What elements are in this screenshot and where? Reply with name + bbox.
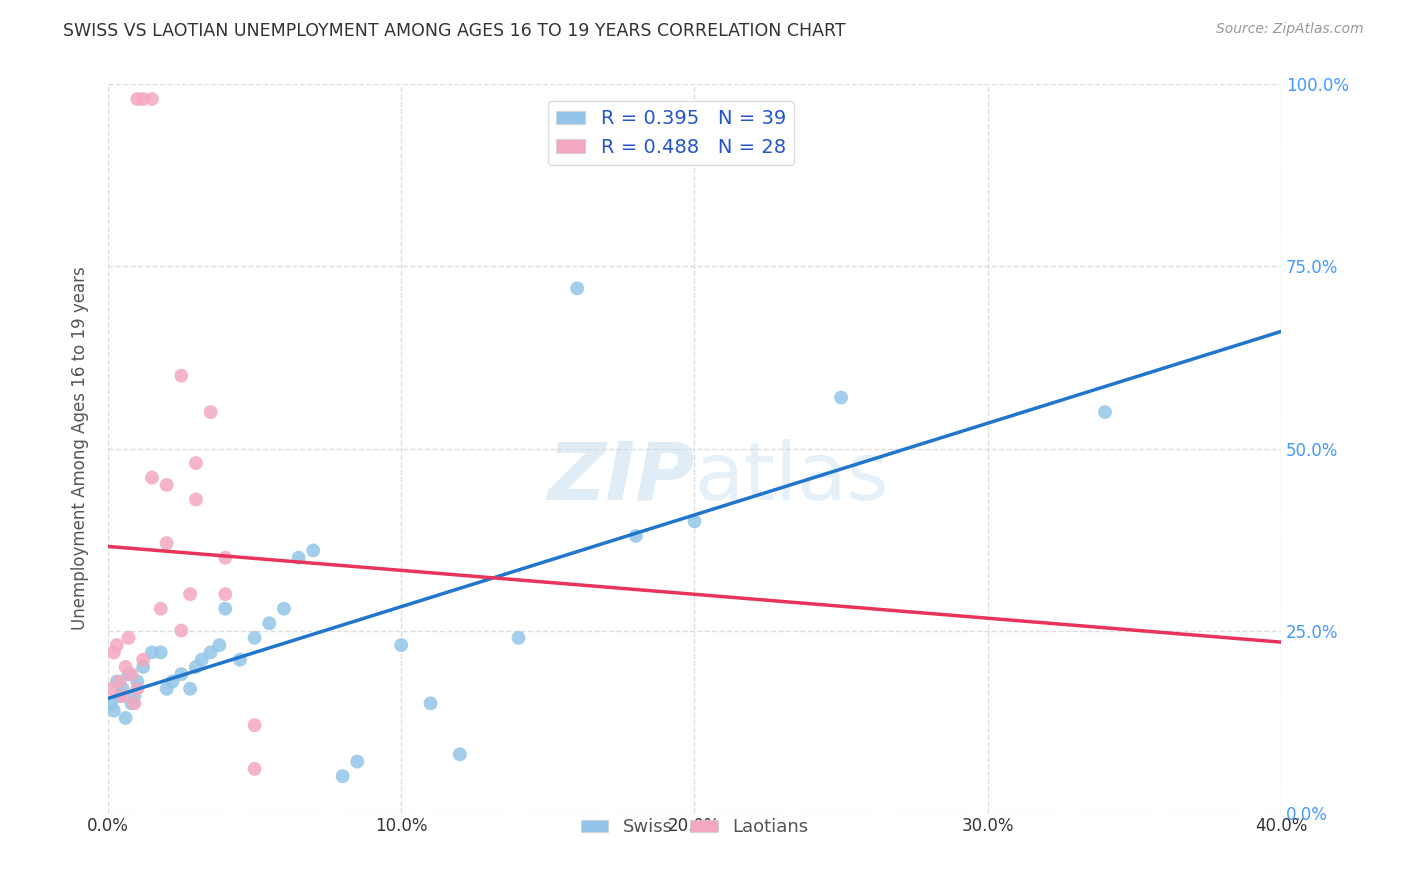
Point	[127, 674, 149, 689]
Point	[184, 492, 207, 507]
Point	[302, 543, 325, 558]
Point	[114, 660, 136, 674]
Point	[162, 674, 184, 689]
Point	[389, 638, 412, 652]
Point	[141, 92, 163, 106]
Point	[100, 697, 122, 711]
Point	[117, 631, 139, 645]
Point	[243, 718, 266, 732]
Point	[214, 601, 236, 615]
Point	[141, 470, 163, 484]
Point	[132, 660, 155, 674]
Point	[346, 755, 368, 769]
Text: atlas: atlas	[695, 439, 889, 516]
Point	[214, 587, 236, 601]
Point	[184, 456, 207, 470]
Point	[124, 697, 146, 711]
Text: ZIP: ZIP	[547, 439, 695, 516]
Point	[170, 667, 193, 681]
Point	[117, 667, 139, 681]
Point	[120, 667, 142, 681]
Point	[100, 681, 122, 696]
Point	[127, 92, 149, 106]
Point	[200, 645, 222, 659]
Point	[103, 645, 125, 659]
Point	[111, 681, 134, 696]
Text: Source: ZipAtlas.com: Source: ZipAtlas.com	[1216, 22, 1364, 37]
Point	[200, 405, 222, 419]
Point	[108, 674, 131, 689]
Point	[567, 281, 589, 295]
Point	[191, 653, 214, 667]
Point	[132, 653, 155, 667]
Point	[127, 681, 149, 696]
Point	[114, 711, 136, 725]
Point	[214, 550, 236, 565]
Point	[156, 536, 179, 550]
Point	[508, 631, 530, 645]
Point	[170, 368, 193, 383]
Point	[141, 645, 163, 659]
Point	[243, 631, 266, 645]
Point	[156, 478, 179, 492]
Point	[120, 697, 142, 711]
Point	[229, 653, 252, 667]
Point	[624, 529, 647, 543]
Point	[179, 587, 201, 601]
Text: SWISS VS LAOTIAN UNEMPLOYMENT AMONG AGES 16 TO 19 YEARS CORRELATION CHART: SWISS VS LAOTIAN UNEMPLOYMENT AMONG AGES…	[63, 22, 846, 40]
Point	[184, 660, 207, 674]
Point	[149, 601, 172, 615]
Point	[108, 689, 131, 703]
Point	[208, 638, 231, 652]
Legend: Swiss, Laotians: Swiss, Laotians	[574, 811, 815, 844]
Point	[449, 747, 471, 762]
Point	[156, 681, 179, 696]
Point	[243, 762, 266, 776]
Point	[105, 638, 128, 652]
Point	[332, 769, 354, 783]
Y-axis label: Unemployment Among Ages 16 to 19 years: Unemployment Among Ages 16 to 19 years	[72, 267, 89, 631]
Point	[683, 514, 706, 528]
Point	[132, 92, 155, 106]
Point	[830, 391, 852, 405]
Point	[419, 697, 441, 711]
Point	[259, 616, 281, 631]
Point	[287, 550, 309, 565]
Point	[124, 689, 146, 703]
Point	[170, 624, 193, 638]
Point	[111, 689, 134, 703]
Point	[1094, 405, 1116, 419]
Point	[149, 645, 172, 659]
Point	[179, 681, 201, 696]
Point	[105, 674, 128, 689]
Point	[103, 704, 125, 718]
Point	[273, 601, 295, 615]
